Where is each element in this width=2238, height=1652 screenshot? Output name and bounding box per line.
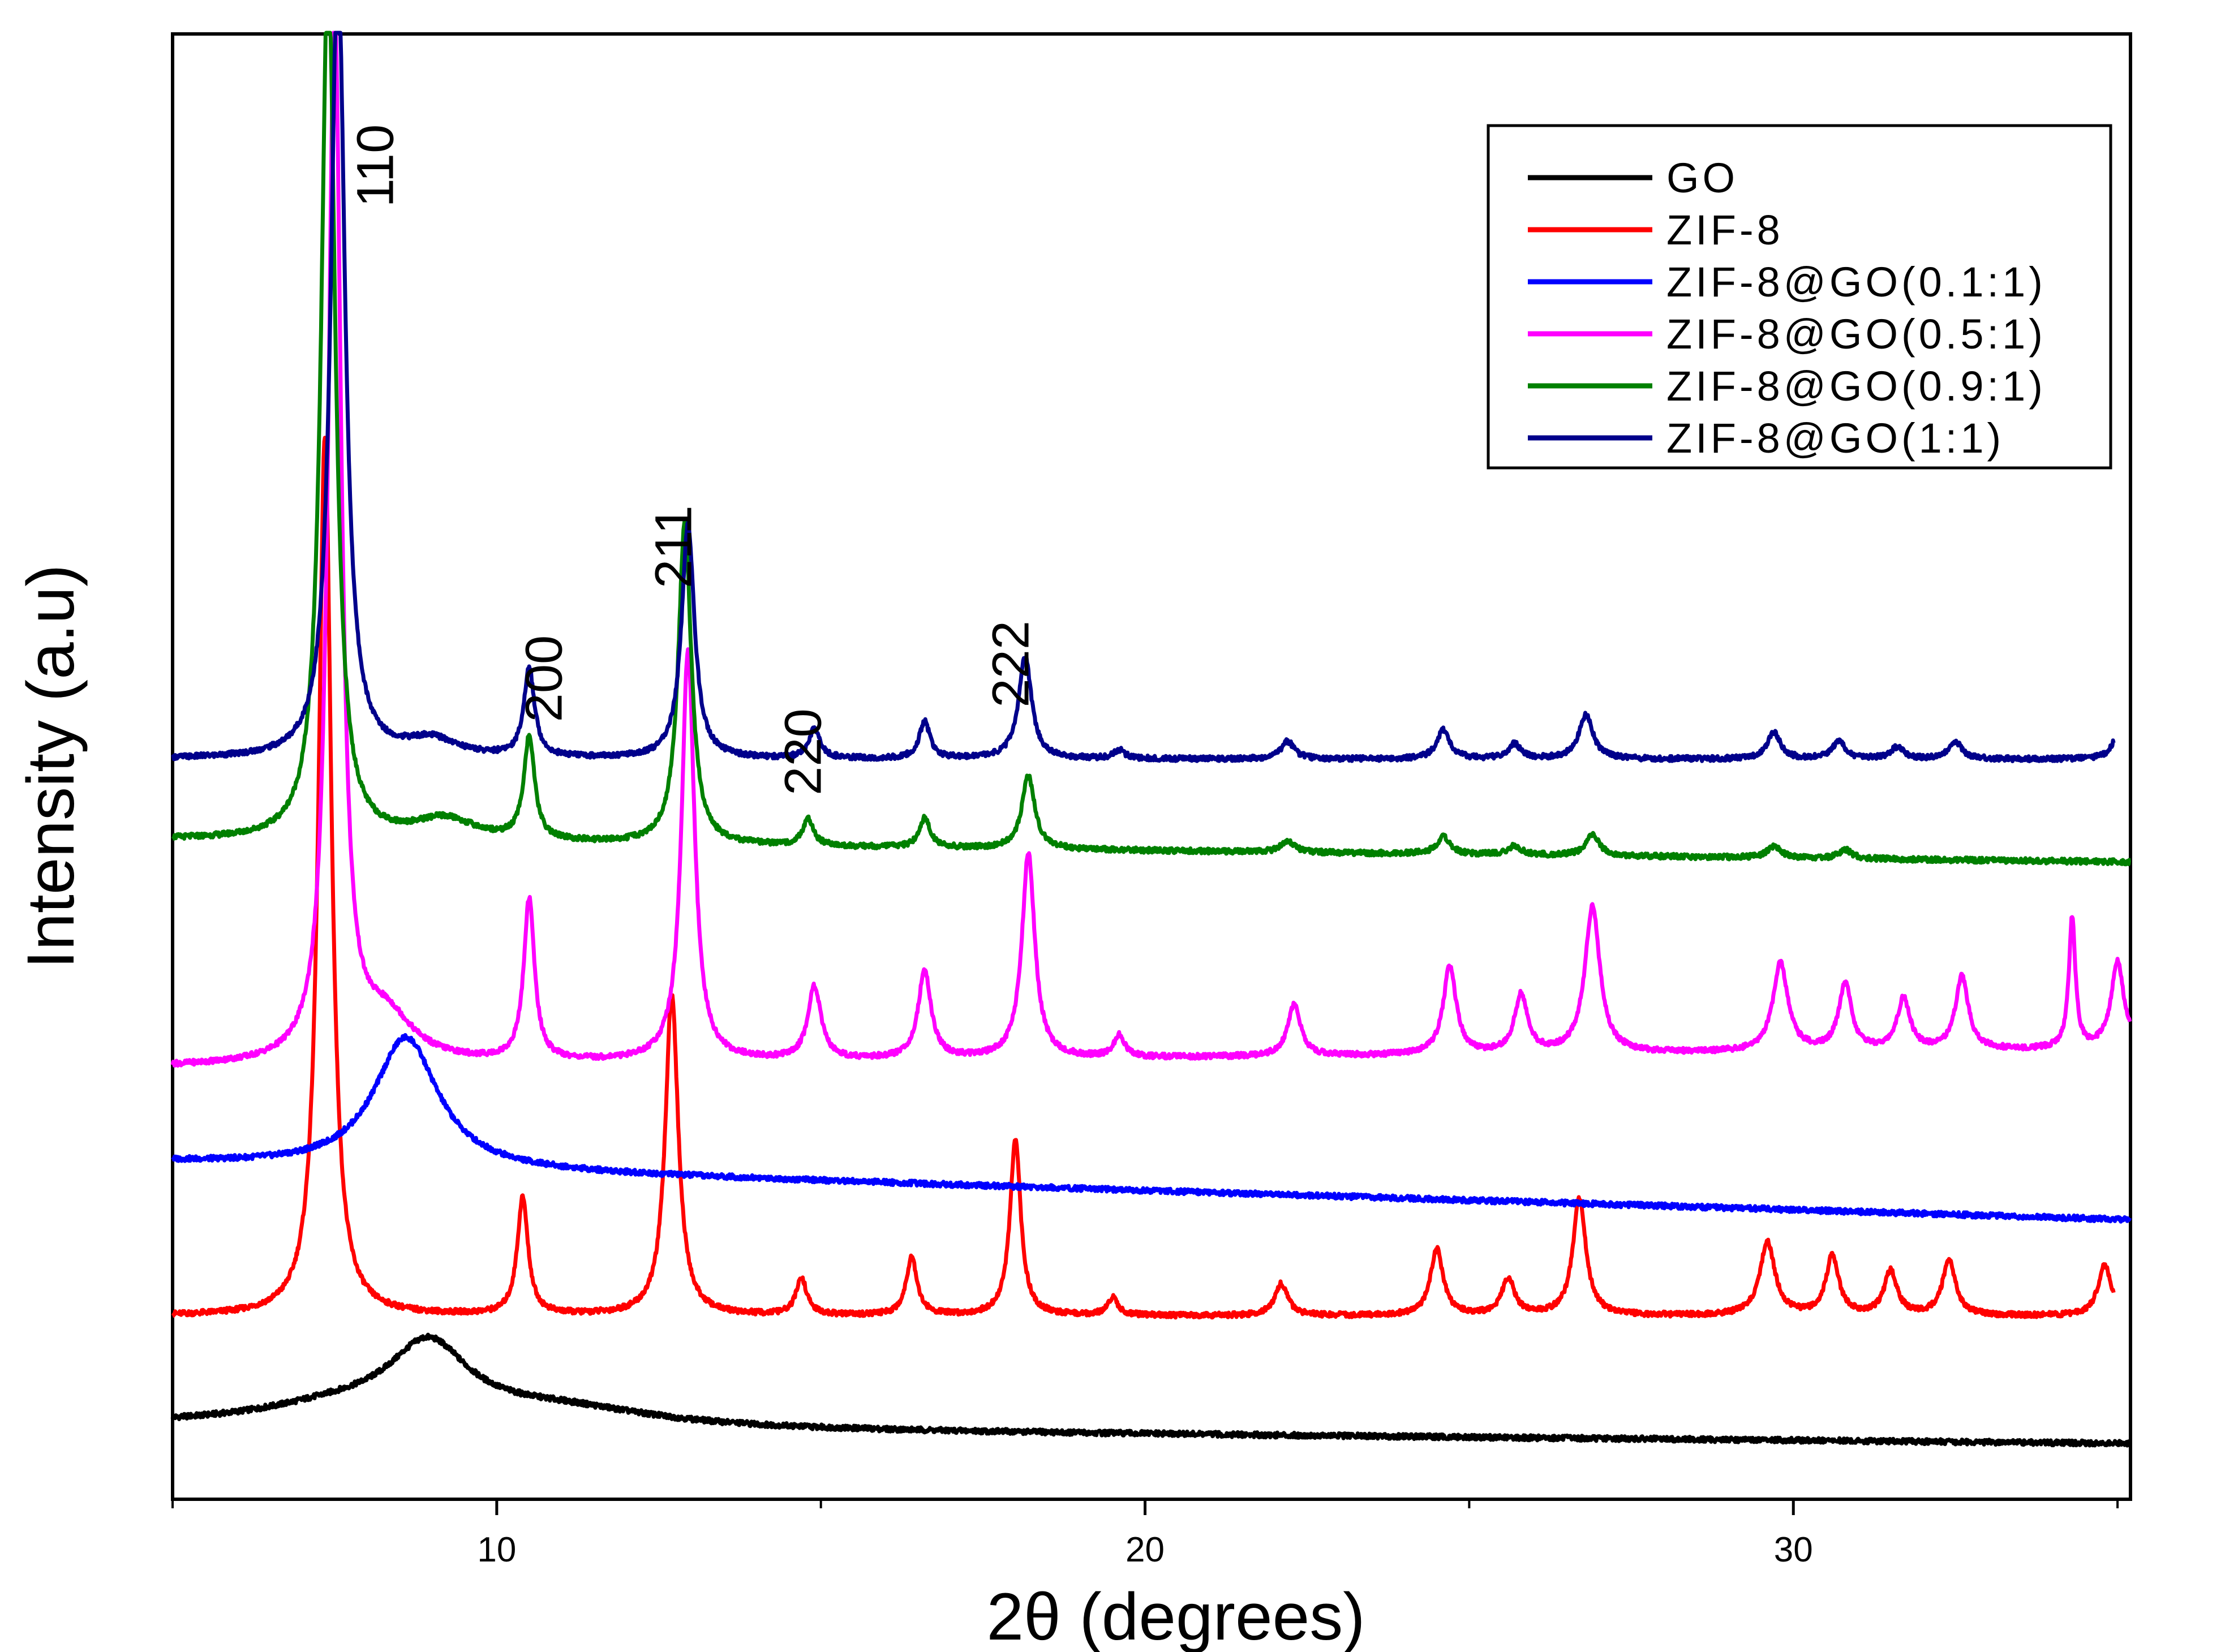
peak-label-222: 222: [982, 621, 1039, 708]
x-axis-title: 2θ (degrees): [986, 1580, 1365, 1652]
x-tick-label: 20: [1126, 1530, 1165, 1569]
legend-box: [1487, 124, 2112, 470]
legend-label: GO: [1666, 154, 1738, 201]
plot-area: [171, 32, 2132, 1501]
peak-label-110: 110: [347, 124, 405, 208]
x-axis: 10 20 30: [171, 1499, 2119, 1569]
series-line-zif-8-go-0-1-1-: [171, 1033, 2132, 1224]
series-line-go: [170, 1332, 2132, 1448]
legend-label: ZIF-8@GO(1:1): [1666, 415, 2004, 462]
legend-label: ZIF-8: [1666, 206, 1784, 253]
legend-items: GO ZIF-8 ZIF-8@GO(0.1:1) ZIF-8@GO(0.5:1) ZIF…: [1528, 154, 2046, 462]
peak-labels: 110 200 211 220 222: [347, 124, 1040, 795]
y-axis-title: Intensity (a.u): [14, 565, 88, 969]
peak-label-220: 220: [775, 708, 832, 795]
legend-label: ZIF-8@GO(0.5:1): [1666, 311, 2046, 358]
x-tick-label: 10: [477, 1530, 516, 1569]
peak-label-200: 200: [515, 635, 573, 722]
series-line-zif-8-go-0-9-1-: [171, 31, 2132, 867]
legend-label: ZIF-8@GO(0.9:1): [1666, 363, 2046, 410]
series-line-zif-8-go-0-5-1-: [170, 31, 2132, 1068]
x-tick-label: 30: [1774, 1530, 1813, 1569]
series-layer: [170, 31, 2132, 1448]
legend: GO ZIF-8 ZIF-8@GO(0.1:1) ZIF-8@GO(0.5:1) ZIF…: [1487, 124, 2112, 470]
peak-label-211: 211: [645, 505, 703, 588]
legend-label: ZIF-8@GO(0.1:1): [1666, 259, 2046, 306]
series-line-zif-8: [171, 436, 2116, 1320]
series-line-zif-8-go-1-1-: [171, 31, 2116, 764]
